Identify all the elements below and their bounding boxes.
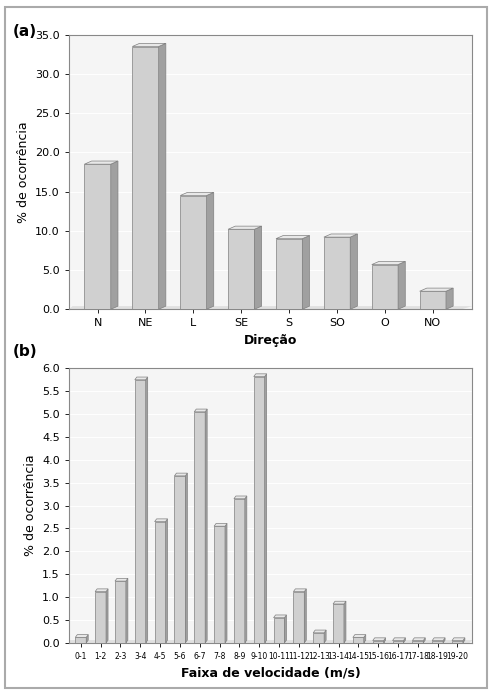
Polygon shape xyxy=(324,237,350,309)
Polygon shape xyxy=(423,638,425,643)
Polygon shape xyxy=(205,409,207,643)
Polygon shape xyxy=(194,409,207,412)
Polygon shape xyxy=(333,604,344,643)
Polygon shape xyxy=(313,630,326,633)
Polygon shape xyxy=(284,615,286,643)
Polygon shape xyxy=(412,641,423,643)
Polygon shape xyxy=(463,638,465,643)
Polygon shape xyxy=(302,236,309,309)
Polygon shape xyxy=(353,637,364,643)
Polygon shape xyxy=(254,226,262,309)
Polygon shape xyxy=(106,589,108,643)
Polygon shape xyxy=(443,638,445,643)
Text: (a): (a) xyxy=(12,24,36,40)
Polygon shape xyxy=(293,589,307,591)
Polygon shape xyxy=(135,379,146,643)
Polygon shape xyxy=(75,635,88,637)
Polygon shape xyxy=(276,236,309,238)
Y-axis label: % de ocorrência: % de ocorrência xyxy=(24,455,36,557)
Polygon shape xyxy=(393,638,405,641)
Polygon shape xyxy=(228,229,254,309)
Polygon shape xyxy=(214,526,225,643)
Polygon shape xyxy=(372,265,398,309)
Polygon shape xyxy=(207,193,214,309)
Polygon shape xyxy=(350,234,357,309)
Polygon shape xyxy=(69,306,472,309)
Polygon shape xyxy=(146,377,148,643)
Polygon shape xyxy=(115,581,126,643)
Polygon shape xyxy=(111,161,118,309)
Polygon shape xyxy=(154,522,165,643)
Polygon shape xyxy=(452,638,465,641)
Polygon shape xyxy=(432,641,443,643)
Polygon shape xyxy=(446,288,453,309)
Polygon shape xyxy=(305,589,307,643)
Polygon shape xyxy=(333,601,346,604)
Polygon shape xyxy=(393,641,403,643)
Polygon shape xyxy=(234,496,247,499)
Polygon shape xyxy=(372,261,405,265)
Polygon shape xyxy=(86,635,88,643)
Polygon shape xyxy=(276,238,302,309)
Polygon shape xyxy=(373,641,384,643)
Polygon shape xyxy=(313,633,324,643)
Polygon shape xyxy=(75,637,86,643)
Polygon shape xyxy=(420,288,453,291)
Polygon shape xyxy=(274,615,286,618)
Polygon shape xyxy=(254,374,267,377)
Polygon shape xyxy=(185,473,187,643)
Polygon shape xyxy=(403,638,405,643)
Polygon shape xyxy=(228,226,262,229)
Polygon shape xyxy=(132,47,158,309)
Polygon shape xyxy=(293,591,305,643)
Polygon shape xyxy=(353,635,366,637)
Polygon shape xyxy=(214,523,227,526)
Polygon shape xyxy=(254,377,265,643)
Text: (b): (b) xyxy=(12,344,37,359)
Polygon shape xyxy=(398,261,405,309)
Polygon shape xyxy=(126,578,128,643)
Polygon shape xyxy=(344,601,346,643)
Polygon shape xyxy=(95,589,108,591)
Polygon shape xyxy=(324,234,357,237)
Y-axis label: % de ocorrência: % de ocorrência xyxy=(17,121,30,223)
X-axis label: Faixa de velocidade (m/s): Faixa de velocidade (m/s) xyxy=(181,667,361,680)
Polygon shape xyxy=(364,635,366,643)
Polygon shape xyxy=(265,374,267,643)
Polygon shape xyxy=(85,161,118,164)
Polygon shape xyxy=(154,519,167,522)
Polygon shape xyxy=(412,638,425,641)
Polygon shape xyxy=(432,638,445,641)
Polygon shape xyxy=(180,193,214,195)
Polygon shape xyxy=(69,640,472,643)
Polygon shape xyxy=(373,638,386,641)
Polygon shape xyxy=(384,638,386,643)
Polygon shape xyxy=(132,43,166,47)
Polygon shape xyxy=(115,578,128,581)
Polygon shape xyxy=(175,473,187,476)
Polygon shape xyxy=(135,377,148,379)
Polygon shape xyxy=(452,641,463,643)
Polygon shape xyxy=(225,523,227,643)
Polygon shape xyxy=(158,43,166,309)
X-axis label: Direção: Direção xyxy=(244,334,297,347)
Polygon shape xyxy=(245,496,247,643)
Polygon shape xyxy=(324,630,326,643)
Polygon shape xyxy=(234,499,245,643)
Polygon shape xyxy=(165,519,167,643)
Polygon shape xyxy=(95,591,106,643)
Polygon shape xyxy=(85,164,111,309)
Polygon shape xyxy=(194,412,205,643)
Polygon shape xyxy=(175,476,185,643)
Polygon shape xyxy=(274,618,284,643)
Polygon shape xyxy=(420,291,446,309)
Polygon shape xyxy=(180,195,207,309)
